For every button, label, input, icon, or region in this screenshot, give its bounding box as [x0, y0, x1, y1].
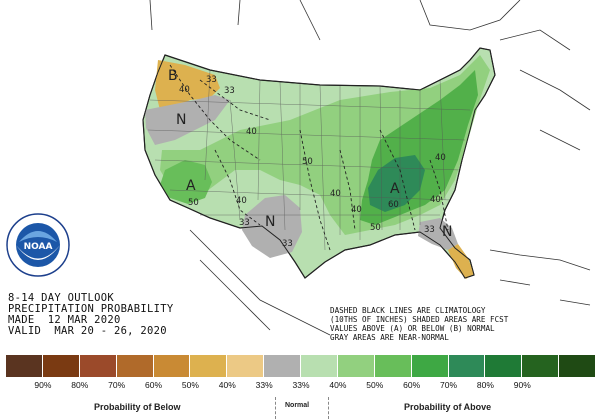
- legend-label: 40%: [329, 380, 347, 390]
- legend-label: 70%: [108, 380, 126, 390]
- contour-label: 33: [224, 86, 235, 96]
- legend-swatch: [190, 355, 228, 377]
- label-n-texas: N: [265, 214, 275, 230]
- below-northwest-region: [155, 60, 220, 110]
- legend-swatch: [79, 355, 117, 377]
- contour-label: 40: [236, 196, 247, 206]
- central-above-region: [160, 160, 212, 204]
- contour-label: 33: [206, 75, 217, 85]
- legend-swatch: [559, 355, 596, 377]
- legend-swatch: [485, 355, 523, 377]
- legend-spacer: [541, 380, 596, 390]
- outlook-title: 8-14 DAY OUTLOOK: [8, 292, 114, 304]
- state-boundaries: [147, 69, 471, 251]
- normal-florida-region: [418, 218, 458, 250]
- below-florida-region: [448, 244, 474, 279]
- outlook-title-block: 8-14 DAY OUTLOOK PRECIPITATION PROBABILI…: [8, 293, 174, 337]
- climatology-lines: [169, 64, 449, 251]
- contour-label: 40: [179, 85, 190, 95]
- legend-swatch: [448, 355, 486, 377]
- precipitation-outlook-map: B N A N A N 33 33 40 40 50 40 33 33 40 5…: [142, 0, 591, 336]
- legend-swatch: [6, 355, 43, 377]
- legend-label: 90%: [34, 380, 52, 390]
- legend-swatch: [264, 355, 301, 377]
- legend-swatch: [153, 355, 191, 377]
- label-n-northwest: N: [176, 112, 186, 128]
- noaa-logo: NOAA: [6, 213, 70, 277]
- legend-label: 50%: [366, 380, 384, 390]
- legend-swatch: [411, 355, 449, 377]
- legend-labels: 90% 80% 70% 60% 50% 40% 33% 33% 40% 50% 60% 70% 80% 9…: [6, 380, 596, 390]
- above-legend-title: Probability of Above: [404, 402, 492, 412]
- label-a-central: A: [186, 178, 196, 194]
- legend-divider-left: [275, 397, 276, 419]
- contour-label: 40: [330, 189, 341, 199]
- below-legend-title: Probability of Below: [94, 402, 181, 412]
- legend-swatch: [522, 355, 560, 377]
- contour-label: 40: [246, 127, 257, 137]
- legend-label: 33%: [255, 380, 273, 390]
- legend-swatch: [301, 355, 338, 377]
- contour-label: 33: [424, 225, 435, 235]
- note-line: GRAY AREAS ARE NEAR-NORMAL: [330, 333, 449, 342]
- legend-label: 80%: [71, 380, 89, 390]
- legend-swatch: [116, 355, 154, 377]
- label-a-southeast: A: [390, 181, 400, 197]
- map-notes: DASHED BLACK LINES ARE CLIMATOLOGY (10TH…: [330, 306, 508, 342]
- made-date: MADE 12 MAR 2020: [8, 314, 121, 326]
- background-borders: [149, 0, 591, 336]
- legend-divider-right: [328, 397, 329, 419]
- note-line: VALUES ABOVE (A) OR BELOW (B) NORMAL: [330, 324, 495, 333]
- contour-label: 33: [239, 218, 250, 228]
- note-line: (10THS OF INCHES) SHADED AREAS ARE FCST: [330, 315, 509, 324]
- contour-label: 60: [388, 200, 399, 210]
- contour-label: 33: [282, 239, 293, 249]
- legend-swatch: [227, 355, 265, 377]
- legend-swatch: [337, 355, 375, 377]
- contour-label: 40: [430, 195, 441, 205]
- legend-label: 90%: [513, 380, 531, 390]
- note-line: DASHED BLACK LINES ARE CLIMATOLOGY: [330, 306, 486, 315]
- label-b-northwest: B: [168, 68, 178, 84]
- contour-label: 50: [302, 157, 313, 167]
- noaa-logo-text: NOAA: [24, 242, 53, 252]
- contour-label: 40: [351, 205, 362, 215]
- normal-northwest-region: [145, 95, 230, 145]
- normal-legend-title: Normal: [285, 402, 310, 409]
- legend-swatch: [42, 355, 80, 377]
- contour-label: 50: [370, 223, 381, 233]
- label-n-florida: N: [442, 224, 452, 240]
- legend-label: 50%: [181, 380, 199, 390]
- legend-label: 40%: [218, 380, 236, 390]
- legend-label: 80%: [476, 380, 494, 390]
- outlook-subtitle: PRECIPITATION PROBABILITY: [8, 303, 174, 315]
- legend-label: 33%: [292, 380, 310, 390]
- legend-label: 60%: [403, 380, 421, 390]
- conus-outline: [142, 47, 496, 279]
- legend-spacer: [6, 380, 24, 390]
- legend-swatch: [374, 355, 412, 377]
- color-legend: [6, 355, 596, 377]
- normal-texas-region: [242, 195, 302, 258]
- legend-label: 60%: [144, 380, 162, 390]
- valid-dates: VALID MAR 20 - 26, 2020: [8, 325, 167, 337]
- legend-label: 70%: [439, 380, 457, 390]
- contour-label: 50: [188, 198, 199, 208]
- contour-label: 40: [435, 153, 446, 163]
